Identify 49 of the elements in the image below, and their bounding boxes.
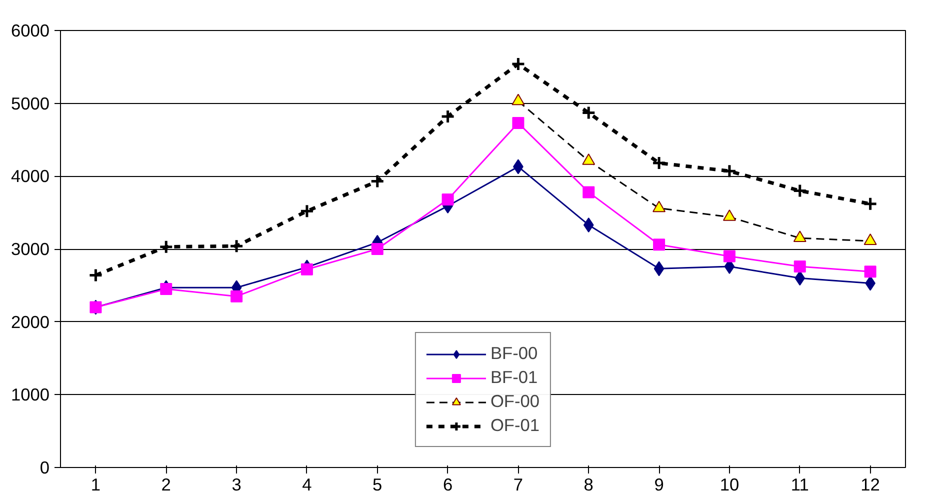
y-tick-label: 3000 <box>10 239 50 259</box>
x-tick-label: 1 <box>90 474 101 494</box>
point <box>229 238 244 254</box>
point <box>371 243 384 255</box>
y-tick-label: 6000 <box>10 20 50 40</box>
point <box>442 193 454 206</box>
x-tick-label: 6 <box>442 474 453 494</box>
point <box>722 164 737 178</box>
x-tick-label: 2 <box>161 474 171 494</box>
point <box>370 174 385 189</box>
legend-label: BF-00 <box>490 343 538 364</box>
point <box>230 290 243 302</box>
point <box>654 261 664 276</box>
point <box>510 56 526 72</box>
point <box>160 283 172 296</box>
x-tick-label: 4 <box>302 474 312 494</box>
x-tick-label: 9 <box>654 474 664 494</box>
point <box>88 268 103 282</box>
point <box>723 250 736 262</box>
point <box>512 117 524 129</box>
point <box>652 156 666 170</box>
point <box>792 183 808 198</box>
point <box>653 238 666 251</box>
point <box>581 106 596 120</box>
legend-label: OF-00 <box>490 391 540 412</box>
y-tick-label: 4000 <box>10 166 50 186</box>
point <box>582 186 595 198</box>
x-tick-label: 11 <box>790 474 809 494</box>
point <box>440 109 456 124</box>
point <box>794 260 806 272</box>
point <box>583 217 594 232</box>
x-tick-label: 12 <box>860 474 880 494</box>
x-tick-label: 5 <box>372 474 382 494</box>
x-tick-label: 3 <box>232 474 242 494</box>
y-tick-label: 2000 <box>10 312 50 332</box>
point <box>300 263 313 276</box>
y-tick-label: 0 <box>40 458 50 478</box>
point <box>864 266 876 278</box>
y-tick-label: 1000 <box>10 384 50 405</box>
point <box>794 270 806 286</box>
legend-label: BF-01 <box>490 367 538 388</box>
x-tick-label: 7 <box>513 474 524 494</box>
point <box>158 240 174 254</box>
x-tick-label: 8 <box>584 474 594 494</box>
x-tick-label: 10 <box>720 474 740 494</box>
y-tick-label: 5000 <box>10 93 50 114</box>
point <box>300 204 314 218</box>
point <box>863 196 878 212</box>
legend-label: OF-01 <box>490 415 540 436</box>
